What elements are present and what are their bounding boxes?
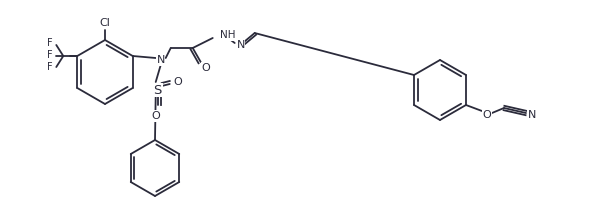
Text: NH: NH [220,30,235,40]
Text: O: O [201,63,210,73]
Text: Cl: Cl [99,18,110,28]
Text: O: O [173,77,182,87]
Text: N: N [156,55,165,65]
Text: N: N [528,110,536,120]
Text: O: O [152,111,160,121]
Text: O: O [483,110,491,120]
Text: N: N [237,40,245,50]
Text: F: F [47,50,53,60]
Text: F: F [47,38,53,48]
Text: F: F [47,62,53,72]
Text: S: S [153,84,162,96]
